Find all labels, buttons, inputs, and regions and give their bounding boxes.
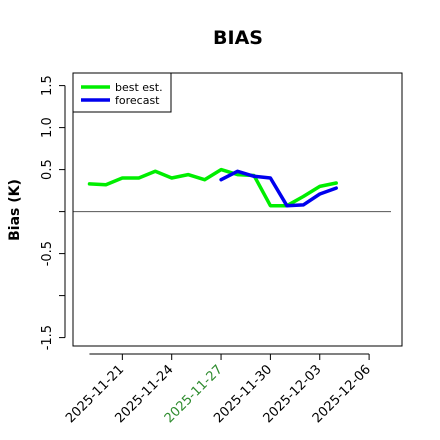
y-tick-label: 1.5 bbox=[40, 75, 55, 96]
chart-title: BIAS bbox=[213, 27, 263, 49]
data-point-best-est bbox=[170, 176, 173, 180]
legend: best est. forecast bbox=[72, 72, 172, 113]
data-point-forecast bbox=[219, 178, 223, 181]
plot-frame bbox=[72, 72, 403, 347]
data-point-best-est bbox=[137, 176, 140, 180]
data-point-forecast bbox=[269, 176, 272, 180]
data-point-best-est bbox=[88, 182, 91, 186]
data-point-best-est bbox=[219, 168, 223, 171]
y-tick-label: 1.0 bbox=[40, 117, 55, 138]
legend-box bbox=[72, 72, 172, 113]
legend-label-forecast: forecast bbox=[115, 94, 160, 107]
data-point-forecast bbox=[335, 186, 338, 190]
y-tick-label: -0.5 bbox=[40, 241, 55, 266]
data-point-forecast bbox=[302, 203, 305, 207]
data-point-best-est bbox=[236, 173, 239, 176]
data-point-best-est bbox=[154, 170, 157, 173]
data-point-forecast bbox=[318, 192, 321, 196]
data-point-best-est bbox=[203, 178, 206, 181]
x-axis: 2025-11-212025-11-242025-11-272025-11-30… bbox=[63, 353, 374, 426]
data-point-forecast bbox=[236, 170, 239, 173]
data-point-best-est bbox=[269, 204, 272, 207]
series-line-forecast bbox=[219, 169, 338, 208]
data-point-best-est bbox=[302, 195, 305, 198]
series-layer bbox=[87, 167, 338, 208]
series-line-best-est bbox=[87, 167, 338, 208]
y-axis: -1.5 -0.5 0.5 1.0 1.5 bbox=[40, 75, 66, 350]
data-point-best-est bbox=[186, 173, 190, 176]
y-tick-label: 0.5 bbox=[40, 159, 55, 180]
data-point-best-est bbox=[104, 183, 108, 186]
data-point-forecast bbox=[252, 175, 256, 178]
y-tick-label: -1.5 bbox=[40, 325, 55, 350]
y-axis-label: Bias (K) bbox=[7, 179, 23, 241]
data-point-forecast bbox=[285, 204, 289, 207]
data-point-best-est bbox=[121, 176, 124, 180]
data-point-best-est bbox=[318, 185, 321, 188]
legend-label-best-est: best est. bbox=[115, 81, 163, 94]
data-point-best-est bbox=[335, 181, 338, 185]
